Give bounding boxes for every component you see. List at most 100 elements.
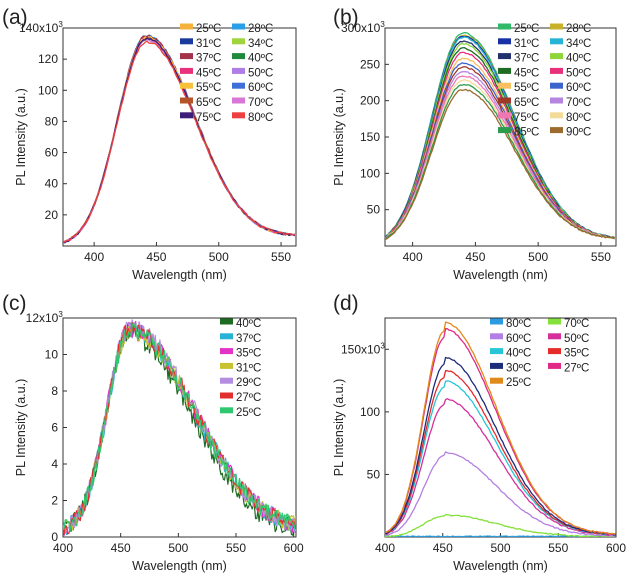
legend-swatch xyxy=(498,38,511,45)
legend-swatch xyxy=(548,362,561,369)
legend-label: 25ºC xyxy=(236,407,261,419)
y-tick-label: 140 xyxy=(19,21,39,35)
panel-d: (d) 400 450 500 550 600 50 100 150 x103 Wavelengt… xyxy=(332,292,626,573)
panel-a: (a) 400 450 500 550 20 40 60 80 100 120 140 x103 Wav… xyxy=(2,6,297,282)
y-axis-label: PL Intensity (a.u.) xyxy=(14,379,28,477)
legend-swatch xyxy=(498,127,511,134)
legend-swatch xyxy=(498,82,511,89)
legend-label: 60ºC xyxy=(506,333,531,345)
legend-label: 90ºC xyxy=(566,127,591,139)
y-tick-label: 250 xyxy=(360,57,380,71)
legend-label: 70ºC xyxy=(248,97,273,109)
x-tick-label: 600 xyxy=(284,541,304,555)
y-tick-label: 100 xyxy=(360,405,380,419)
legend-swatch xyxy=(232,97,245,104)
legend-label: 65ºC xyxy=(514,97,539,109)
y-tick-label: 2 xyxy=(51,494,58,508)
x-tick-label: 400 xyxy=(53,541,73,555)
y-tick-label: 4 xyxy=(51,457,58,471)
x-tick-label: 500 xyxy=(490,541,510,555)
legend-swatch xyxy=(220,377,233,384)
legend-swatch xyxy=(232,67,245,74)
y-tick-label: 200 xyxy=(360,94,380,108)
series-line-70c xyxy=(385,513,616,537)
y-multiplier-exp: 3 xyxy=(380,341,385,350)
x-tick-label: 450 xyxy=(111,541,131,555)
legend-label: 50ºC xyxy=(564,333,589,345)
legend-swatch xyxy=(490,362,503,369)
legend-label: 40ºC xyxy=(506,348,531,360)
legend: 80ºC 70ºC 60ºC 50ºC 40ºC 35ºC 30ºC 27ºC 25ºC xyxy=(490,318,589,389)
legend-label: 55ºC xyxy=(196,82,221,94)
legend-label: 25ºC xyxy=(196,23,221,35)
x-tick-label: 400 xyxy=(84,250,104,264)
legend-label: 25ºC xyxy=(514,23,539,35)
x-axis-label: Wavelength (nm) xyxy=(132,559,227,573)
legend-swatch xyxy=(220,333,233,340)
y-multiplier-exp: 3 xyxy=(58,310,63,319)
legend-label: 29ºC xyxy=(236,377,261,389)
legend-label: 37ºC xyxy=(236,333,261,345)
legend-label: 35ºC xyxy=(564,348,589,360)
series-line-28c xyxy=(63,34,295,243)
legend-swatch xyxy=(490,348,503,355)
legend-label: 80ºC xyxy=(506,318,531,330)
legend-label: 85ºC xyxy=(514,127,539,139)
y-tick-label: 120 xyxy=(38,52,58,66)
y-multiplier-exp: 3 xyxy=(58,20,63,29)
legend-swatch xyxy=(548,333,561,340)
legend-swatch xyxy=(550,23,563,30)
legend-swatch xyxy=(498,67,511,74)
y-tick-label: 150 xyxy=(360,130,380,144)
series-lines xyxy=(385,321,616,537)
series-line-80c xyxy=(385,535,616,537)
x-tick-label: 550 xyxy=(548,541,568,555)
y-tick-label: 6 xyxy=(51,421,58,435)
legend-label: 31ºC xyxy=(236,362,261,374)
legend-swatch xyxy=(232,23,245,30)
legend-label: 28ºC xyxy=(566,23,591,35)
panel-c: (c) 400 450 500 550 600 0 2 4 6 8 10 12 x103 Waveleng… xyxy=(2,292,304,573)
x-axis-label: Wavelength (nm) xyxy=(453,559,548,573)
legend-swatch xyxy=(498,112,511,119)
x-tick-label: 400 xyxy=(403,250,423,264)
legend-label: 34ºC xyxy=(566,38,591,50)
legend-swatch xyxy=(550,38,563,45)
x-tick-label: 550 xyxy=(591,250,611,264)
y-axis-label: PL Intensity (a.u.) xyxy=(14,88,28,186)
x-tick-label: 500 xyxy=(209,250,229,264)
legend-label: 60ºC xyxy=(566,82,591,94)
x-tick-label: 450 xyxy=(465,250,485,264)
x-axis-label: Wavelength (nm) xyxy=(132,268,227,282)
legend-swatch xyxy=(220,318,233,325)
legend-swatch xyxy=(550,97,563,104)
legend-swatch xyxy=(548,348,561,355)
series-lines xyxy=(63,34,296,244)
legend-swatch xyxy=(232,53,245,60)
legend: 40ºC 37ºC 35ºC 31ºC 29ºC 27ºC 25ºC xyxy=(220,318,261,419)
legend-swatch xyxy=(180,38,193,45)
legend-label: 45ºC xyxy=(514,67,539,79)
legend-label: 50ºC xyxy=(248,67,273,79)
legend-label: 31ºC xyxy=(514,38,539,50)
legend-swatch xyxy=(550,67,563,74)
legend-label: 25ºC xyxy=(506,377,531,389)
legend-swatch xyxy=(550,82,563,89)
x-tick-label: 550 xyxy=(271,250,291,264)
y-multiplier: x103 xyxy=(361,341,385,356)
legend-swatch xyxy=(490,377,503,384)
legend-label: 75ºC xyxy=(514,112,539,124)
y-multiplier-base: x10 xyxy=(39,21,59,35)
legend-swatch xyxy=(548,318,561,325)
legend-swatch xyxy=(180,97,193,104)
series-line-37c xyxy=(63,34,295,243)
panel-letter: (a) xyxy=(2,6,28,29)
legend-swatch xyxy=(220,362,233,369)
legend-swatch xyxy=(220,407,233,414)
y-tick-label: 8 xyxy=(51,384,58,398)
legend-swatch xyxy=(498,97,511,104)
legend-label: 34ºC xyxy=(248,38,273,50)
y-tick-label: 150 xyxy=(341,342,361,356)
x-tick-label: 600 xyxy=(606,541,626,555)
legend-swatch xyxy=(498,23,511,30)
